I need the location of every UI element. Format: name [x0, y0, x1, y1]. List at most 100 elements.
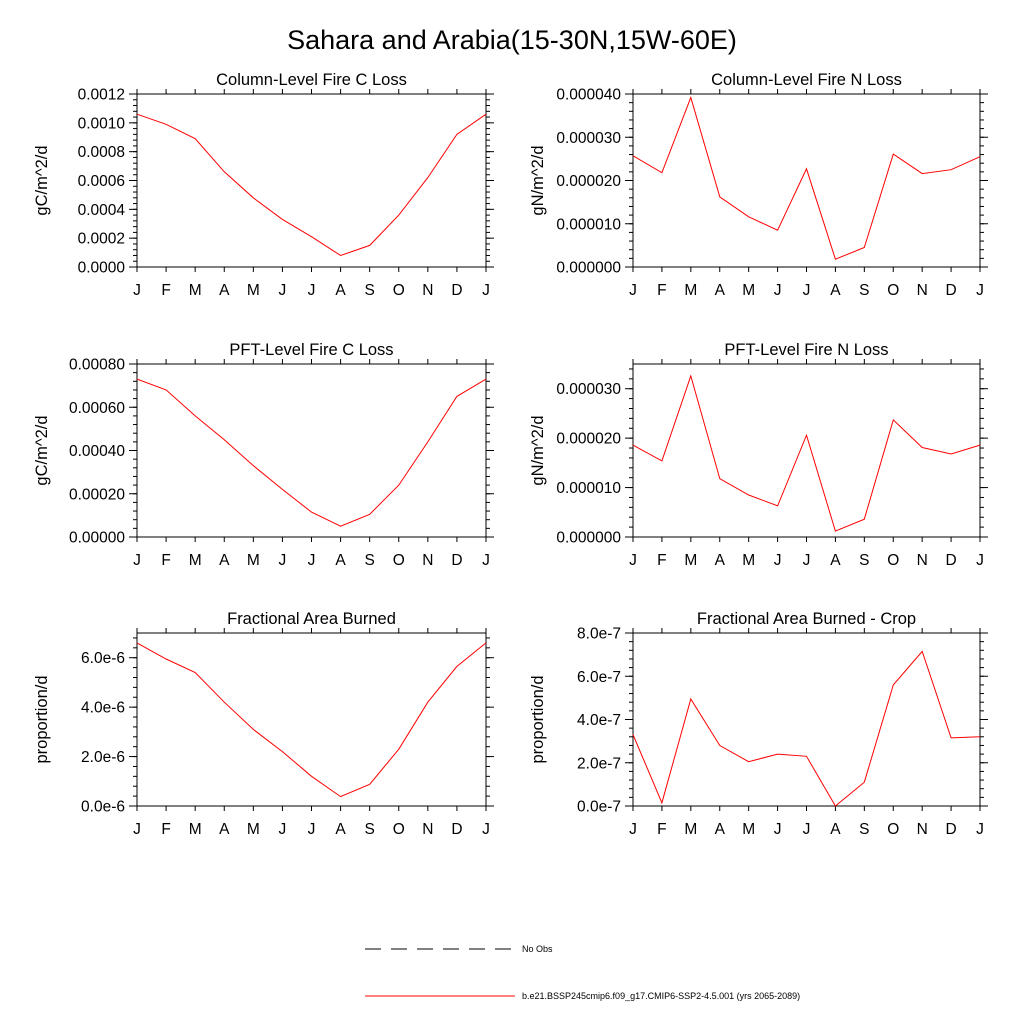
panel-title: PFT-Level Fire C Loss: [229, 341, 393, 359]
x-tick-label: J: [279, 552, 287, 569]
x-tick-label: J: [803, 821, 811, 838]
x-tick-label: N: [917, 552, 928, 569]
x-tick-label: O: [887, 282, 899, 299]
x-tick-label: M: [189, 821, 202, 838]
y-axis-label: gN/m^2/d: [529, 415, 547, 485]
x-tick-label: S: [859, 552, 869, 569]
x-tick-label: N: [917, 282, 928, 299]
x-tick-label: M: [247, 821, 260, 838]
y-tick-label: 0.0002: [78, 231, 125, 248]
panel-title: Column-Level Fire C Loss: [216, 71, 407, 89]
series-line: [632, 374, 981, 532]
x-tick-label: A: [335, 821, 346, 838]
x-tick-label: A: [219, 282, 230, 299]
x-tick-label: O: [887, 821, 899, 838]
x-tick-label: M: [189, 552, 202, 569]
x-tick-label: A: [715, 821, 726, 838]
y-axis-label: proportion/d: [529, 675, 547, 763]
y-tick-label: 4.0e-7: [577, 712, 621, 729]
x-tick-label: J: [629, 282, 637, 299]
x-tick-label: N: [422, 552, 433, 569]
x-tick-label: A: [830, 552, 841, 569]
x-tick-label: F: [657, 282, 666, 299]
x-tick-label: A: [830, 821, 841, 838]
x-tick-label: A: [715, 282, 726, 299]
x-tick-label: J: [133, 821, 141, 838]
x-tick-label: S: [364, 282, 374, 299]
series-line: [136, 113, 487, 257]
figure-title: Sahara and Arabia(15-30N,15W-60E): [287, 25, 737, 55]
y-tick-label: 2.0e-7: [577, 755, 621, 772]
y-tick-label: 0.0012: [78, 87, 125, 104]
y-tick-label: 8.0e-7: [577, 626, 621, 643]
x-tick-label: M: [247, 552, 260, 569]
x-tick-label: J: [976, 552, 984, 569]
panel-title: Fractional Area Burned: [227, 610, 396, 628]
x-tick-label: D: [945, 282, 956, 299]
y-tick-label: 0.000020: [556, 173, 621, 190]
plot-frame: [136, 93, 487, 268]
x-tick-label: J: [482, 282, 490, 299]
x-tick-label: J: [133, 282, 141, 299]
y-tick-label: 0.00060: [69, 400, 125, 417]
y-tick-label: 0.000000: [556, 260, 621, 277]
x-tick-label: F: [657, 821, 666, 838]
x-tick-label: J: [133, 552, 141, 569]
y-tick-label: 0.000010: [556, 216, 621, 233]
x-tick-label: M: [742, 821, 755, 838]
y-tick-label: 0.000010: [556, 480, 621, 497]
x-tick-label: S: [364, 821, 374, 838]
x-tick-label: A: [335, 282, 346, 299]
x-tick-label: J: [629, 552, 637, 569]
y-tick-label: 0.0006: [78, 173, 125, 190]
x-tick-label: J: [774, 821, 782, 838]
x-tick-label: M: [684, 552, 697, 569]
x-tick-label: J: [308, 552, 316, 569]
x-tick-label: J: [976, 821, 984, 838]
x-tick-label: D: [451, 821, 462, 838]
y-axis-label: gC/m^2/d: [33, 145, 51, 215]
x-tick-label: J: [629, 821, 637, 838]
y-tick-label: 0.000000: [556, 530, 621, 547]
x-tick-label: M: [684, 282, 697, 299]
x-tick-label: J: [803, 552, 811, 569]
x-tick-label: J: [774, 552, 782, 569]
series-line: [632, 650, 981, 807]
x-tick-label: S: [859, 282, 869, 299]
x-tick-label: J: [308, 821, 316, 838]
x-tick-label: O: [393, 282, 405, 299]
x-tick-label: M: [189, 282, 202, 299]
y-axis-label: gC/m^2/d: [33, 415, 51, 485]
x-tick-label: A: [715, 552, 726, 569]
series-line: [632, 95, 981, 260]
x-tick-label: F: [161, 552, 170, 569]
y-tick-label: 0.0004: [78, 202, 126, 219]
y-tick-label: 0.000020: [556, 431, 621, 448]
legend: No Obs b.e21.BSSP245cmip6.f09_g17.CMIP6-S…: [365, 944, 800, 1001]
plot-frame: [632, 363, 981, 538]
x-tick-label: J: [482, 821, 490, 838]
x-tick-label: O: [887, 552, 899, 569]
y-tick-label: 0.0000: [78, 260, 126, 277]
y-axis-label: proportion/d: [33, 675, 51, 763]
y-tick-label: 0.0008: [78, 144, 125, 161]
x-tick-label: J: [482, 552, 490, 569]
y-tick-label: 0.00040: [69, 443, 125, 460]
x-tick-label: D: [451, 282, 462, 299]
y-tick-label: 0.000040: [556, 87, 621, 104]
x-tick-label: M: [742, 282, 755, 299]
x-tick-label: J: [308, 282, 316, 299]
panel-title: Column-Level Fire N Loss: [711, 71, 902, 89]
y-tick-label: 4.0e-6: [81, 700, 125, 717]
x-tick-label: S: [859, 821, 869, 838]
y-tick-label: 0.00020: [69, 486, 125, 503]
y-tick-label: 0.00000: [69, 530, 125, 547]
y-tick-label: 0.0010: [78, 115, 126, 132]
series-line: [136, 378, 487, 527]
